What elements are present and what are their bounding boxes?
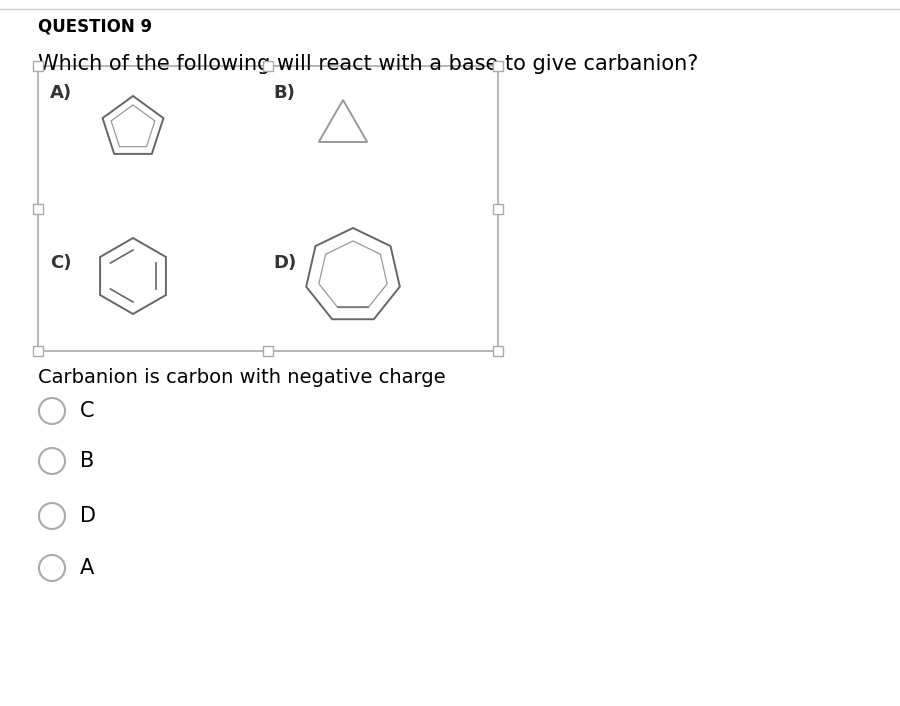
Text: Which of the following will react with a base to give carbanion?: Which of the following will react with a… xyxy=(38,54,698,74)
Bar xyxy=(493,61,503,71)
Circle shape xyxy=(39,398,65,424)
Bar xyxy=(263,61,273,71)
Bar xyxy=(493,203,503,213)
Text: B: B xyxy=(80,451,94,471)
Polygon shape xyxy=(306,228,400,319)
Bar xyxy=(33,61,43,71)
Text: B): B) xyxy=(273,84,295,102)
Circle shape xyxy=(39,555,65,581)
Polygon shape xyxy=(111,105,155,147)
Text: C): C) xyxy=(50,254,71,272)
Text: D): D) xyxy=(273,254,296,272)
Bar xyxy=(33,203,43,213)
Circle shape xyxy=(39,448,65,474)
Text: C: C xyxy=(80,401,94,421)
Polygon shape xyxy=(103,96,164,154)
Polygon shape xyxy=(100,238,166,314)
Text: A): A) xyxy=(50,84,72,102)
Text: D: D xyxy=(80,506,96,526)
Text: A: A xyxy=(80,558,94,578)
Polygon shape xyxy=(319,100,367,142)
Bar xyxy=(263,346,273,356)
Text: Carbanion is carbon with negative charge: Carbanion is carbon with negative charge xyxy=(38,368,446,387)
Bar xyxy=(33,346,43,356)
Text: QUESTION 9: QUESTION 9 xyxy=(38,18,152,36)
Bar xyxy=(38,66,498,351)
Bar xyxy=(493,346,503,356)
Circle shape xyxy=(39,503,65,529)
Polygon shape xyxy=(319,241,387,308)
